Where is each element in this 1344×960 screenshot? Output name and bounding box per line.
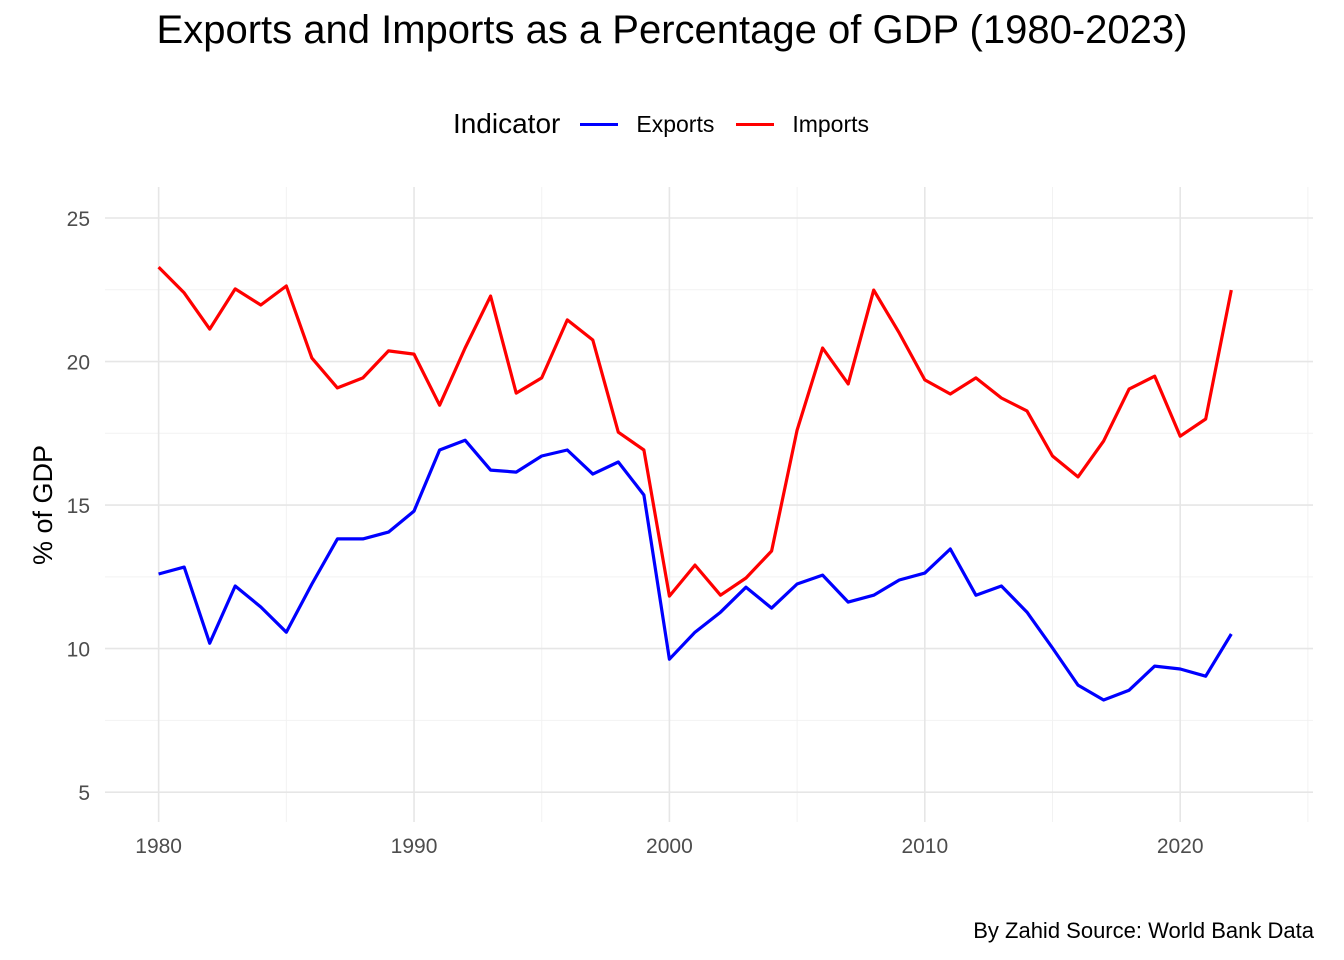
y-tick-label: 25	[67, 208, 90, 231]
x-tick-label: 2020	[1157, 835, 1204, 858]
y-tick-label: 15	[67, 495, 90, 518]
legend: Indicator Exports Imports	[0, 108, 1344, 140]
legend-item-imports: Imports	[736, 111, 869, 138]
chart-title: Exports and Imports as a Percentage of G…	[156, 8, 1188, 52]
y-tick-label: 10	[67, 639, 90, 662]
legend-swatch-exports	[580, 122, 619, 126]
y-tick-label: 20	[67, 352, 90, 375]
series-line-imports	[157, 265, 1233, 598]
caption: By Zahid Source: World Bank Data	[973, 918, 1314, 943]
y-axis-label: % of GDP	[28, 445, 58, 565]
legend-label-imports: Imports	[792, 110, 870, 137]
legend-item-exports: Exports	[580, 111, 714, 138]
y-tick-label: 5	[78, 782, 90, 805]
legend-swatch-imports	[736, 122, 775, 126]
x-tick-label: 2010	[901, 835, 948, 858]
legend-label-exports: Exports	[636, 110, 715, 137]
x-tick-label: 1980	[135, 835, 182, 858]
x-tick-label: 2000	[646, 835, 693, 858]
x-tick-label: 1990	[391, 835, 438, 858]
series-line-exports	[158, 438, 1233, 702]
legend-title: Indicator	[452, 108, 561, 139]
